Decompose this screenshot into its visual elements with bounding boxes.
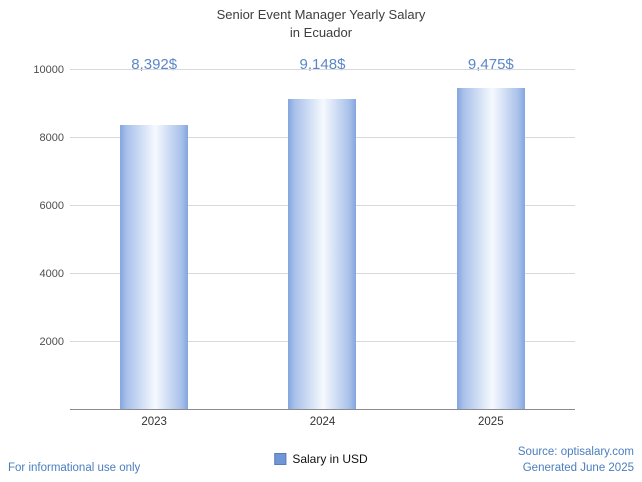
bar-column [407,70,575,410]
chart-title: Senior Event Manager Yearly Salary in Ec… [0,6,642,41]
y-tick-label: 4000 [39,268,64,280]
legend: Salary in USD [274,452,368,466]
x-axis: 2023 2024 2025 [70,416,575,432]
y-tick-label: 6000 [39,200,64,212]
y-axis: 2000 4000 6000 8000 10000 [0,64,64,410]
bar-columns [70,70,575,410]
bar-2025 [456,87,525,410]
y-tick-label: 8000 [39,132,64,144]
x-axis-line [70,409,575,410]
x-tick-label: 2023 [141,416,167,428]
source-block: Source: optisalary.com Generated June 20… [518,444,634,476]
legend-label: Salary in USD [292,452,368,466]
bar-value-label: 9,475$ [467,56,514,73]
y-tick-label: 10000 [33,64,64,76]
plot-area [70,69,575,410]
source-link[interactable]: Source: optisalary.com [517,445,634,458]
generated-date: Generated June 2025 [522,461,634,474]
bar-2023 [120,124,189,410]
value-labels: 8,392$ 9,148$ 9,475$ [70,56,575,76]
bar-value-label: 8,392$ [131,56,178,73]
bar-column [238,70,406,410]
chart-title-line1: Senior Event Manager Yearly Salary [216,7,426,22]
legend-swatch-icon [274,453,287,465]
x-tick-label: 2024 [309,416,336,428]
gridline [70,69,575,70]
bar-column [70,70,238,410]
disclaimer-text: For informational use only [8,462,141,474]
x-tick-label: 2025 [478,416,504,428]
y-tick-label: 2000 [39,336,64,348]
bar-2024 [288,98,357,410]
bar-value-label: 9,148$ [299,56,346,73]
chart-title-line2: in Ecuador [289,24,353,40]
